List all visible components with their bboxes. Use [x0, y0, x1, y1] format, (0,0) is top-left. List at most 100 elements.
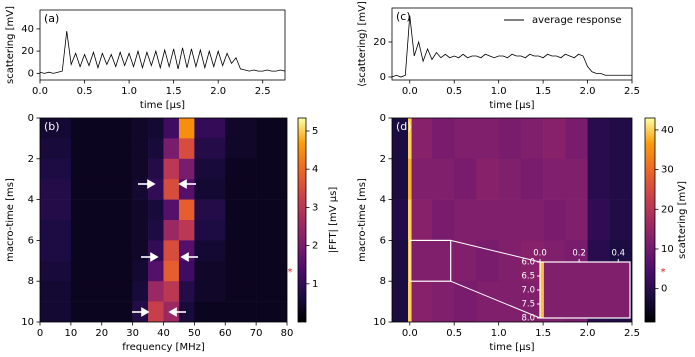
heatmap-cell [432, 158, 455, 200]
heatmap-cell [687, 318, 695, 357]
x-tick-label: 30 [126, 328, 139, 339]
heatmap-cell [194, 199, 226, 221]
line-series [39, 31, 286, 74]
heatmap-cell [178, 118, 195, 139]
heatmap-cell [132, 240, 149, 262]
heatmap-cell [148, 260, 164, 282]
heatmap-cell [432, 118, 455, 160]
colorbar-tick-label: 0 [661, 284, 667, 295]
heatmap-cell [40, 158, 72, 180]
x-tick-label: 2.0 [210, 86, 226, 97]
heatmap-cell [587, 199, 611, 241]
x-axis-label: time [µs] [489, 342, 534, 353]
heatmap-cell [194, 281, 226, 302]
heatmap-cell [687, 94, 695, 150]
inset-y-tick-label: 7.0 [521, 286, 535, 296]
heatmap-cell [432, 240, 455, 282]
x-tick-label: 20 [95, 328, 108, 339]
heatmap [40, 118, 287, 322]
heatmap-cell [40, 118, 72, 139]
heatmap-cell [132, 179, 149, 200]
x-tick-label: 70 [250, 328, 263, 339]
heatmap-cell [178, 179, 195, 200]
colorbar [644, 117, 656, 323]
heatmap-cell [392, 281, 409, 322]
heatmap-cell [520, 281, 544, 322]
heatmap-cell [411, 118, 433, 160]
heatmap-cell [178, 220, 195, 241]
x-tick-label: 0.5 [446, 328, 462, 339]
x-tick-label: 1.0 [491, 328, 507, 339]
y-tick-label: 6 [380, 235, 386, 246]
x-axis-label: time [µs] [489, 100, 534, 111]
heatmap-cell [225, 281, 257, 302]
heatmap-cell [565, 118, 588, 160]
heatmap-cell [101, 199, 133, 221]
heatmap-cell [609, 158, 632, 200]
heatmap-cell [256, 220, 287, 241]
heatmap-cell [476, 240, 499, 282]
panel-label: (b) [44, 120, 60, 133]
heatmap-cell [498, 118, 522, 160]
heatmap-cell [392, 240, 409, 282]
heatmap-cell [70, 138, 103, 160]
line-series [391, 15, 632, 78]
heatmap-cell [411, 281, 433, 322]
heatmap-cell [70, 281, 103, 302]
colorbar-tick-label: 20 [661, 204, 674, 215]
heatmap-cell [687, 262, 695, 318]
heatmap-cell [40, 260, 72, 282]
x-axis-label: time [µs] [140, 100, 185, 111]
x-tick-label: 80 [281, 328, 294, 339]
colorbar-tick-label: 3 [312, 202, 318, 213]
heatmap-cell [132, 260, 149, 282]
heatmap-cell [225, 220, 257, 241]
y-tick-label: 0 [380, 72, 386, 83]
heatmap-cell [163, 240, 180, 262]
heatmap-cell [163, 118, 180, 139]
heatmap-cell [163, 179, 180, 200]
colorbar-label: scattering [mV] [677, 181, 688, 259]
heatmap-cell [498, 158, 522, 200]
heatmap-cell [256, 118, 287, 139]
heatmap-cell [163, 281, 180, 302]
x-tick-label: 40 [157, 328, 170, 339]
heatmap-cell [543, 158, 566, 200]
heatmap-cell [476, 158, 499, 200]
heatmap-cell [256, 260, 287, 282]
legend-label: average response [532, 15, 622, 26]
inset-x-tick-label: 0.0 [533, 249, 547, 259]
heatmap-cell [101, 158, 133, 180]
inset-x-tick-label: 0.2 [572, 249, 586, 259]
colorbar-tick-label: 5 [312, 126, 318, 137]
x-tick-label: 1.5 [166, 86, 182, 97]
heatmap-cell [178, 138, 195, 160]
y-tick-label: 4 [28, 195, 34, 206]
y-tick-label: 20 [373, 37, 386, 48]
x-tick-label: 60 [219, 328, 232, 339]
x-axis-label: frequency [MHz] [122, 342, 205, 353]
heatmap-cell [194, 220, 226, 241]
heatmap-cell [194, 260, 226, 282]
heatmap-cell [408, 118, 412, 160]
heatmap-cell [194, 240, 226, 262]
y-tick-label: 8 [380, 276, 386, 287]
heatmap-cell [148, 301, 164, 322]
axes-frame [391, 7, 633, 81]
x-tick-label: 10 [65, 328, 78, 339]
colorbar-tick-label: 1 [312, 279, 318, 290]
heatmap-cell [132, 220, 149, 241]
colorbar-tick-label: 10 [661, 244, 674, 255]
arrow-head [141, 307, 150, 317]
heatmap-cell [256, 138, 287, 160]
heatmap-cell [476, 281, 499, 322]
y-tick-label: 0 [28, 68, 34, 79]
x-tick-label: 1.5 [535, 328, 551, 339]
heatmap-cell [609, 199, 632, 241]
heatmap-cell [638, 318, 687, 357]
heatmap-cell [101, 220, 133, 241]
heatmap-cell [70, 240, 103, 262]
x-tick-label: 0.0 [402, 328, 418, 339]
heatmap-cell [132, 281, 149, 302]
